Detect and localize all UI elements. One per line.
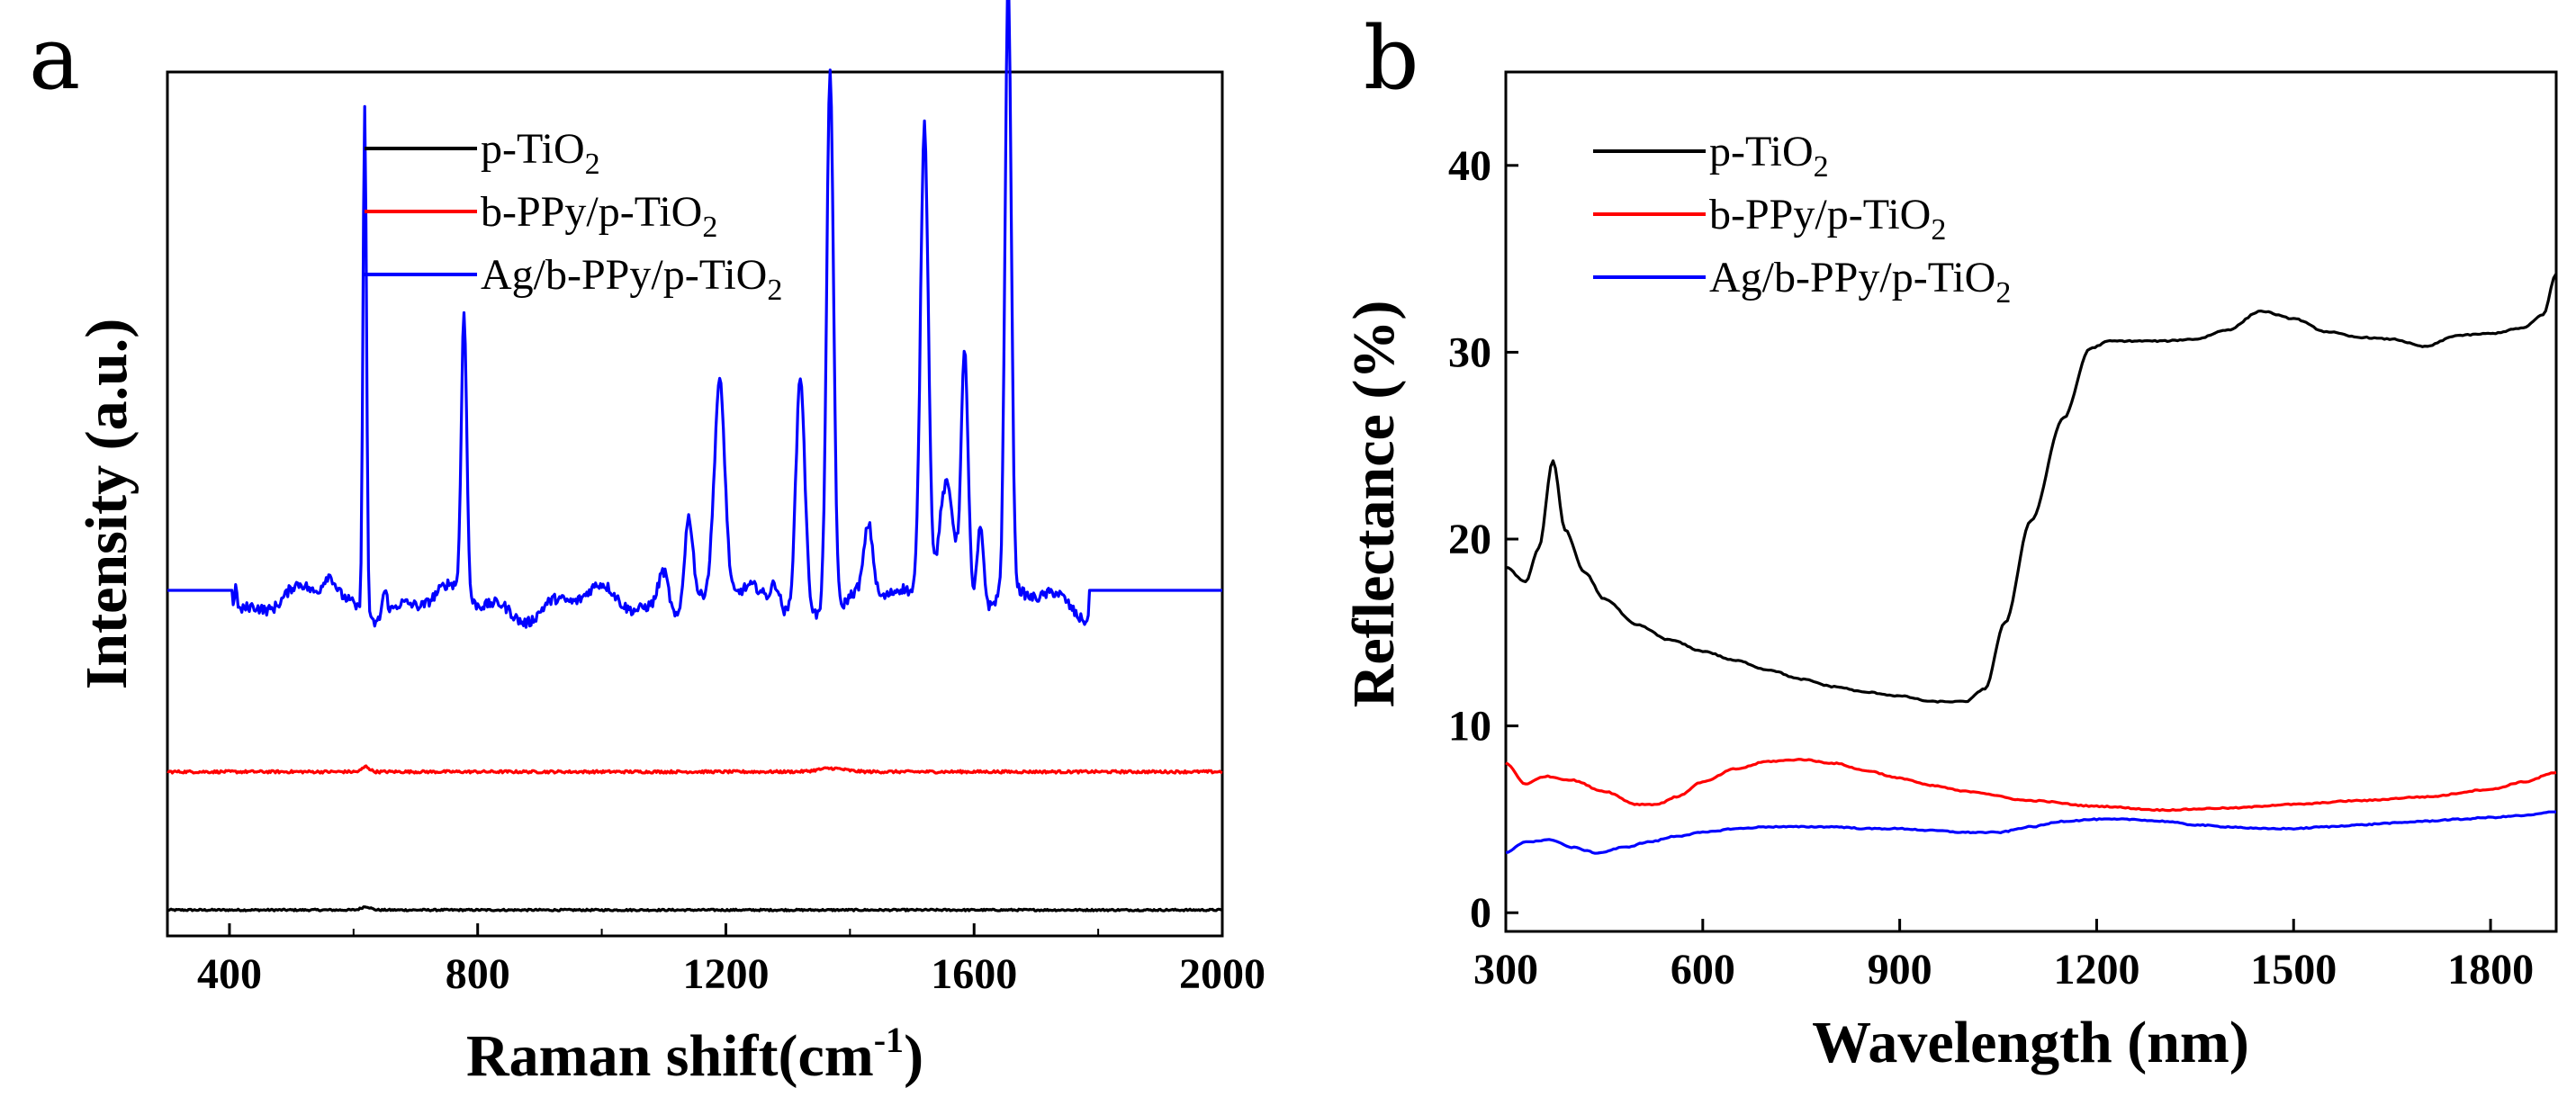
- panel-a-series: [167, 0, 1223, 913]
- panel-b-series-line-0: [1505, 273, 2558, 704]
- panel-b-y-tick-label-2: 20: [1448, 516, 1491, 563]
- panel-a-x-axis-title: Raman shift(cm-1): [466, 1020, 923, 1089]
- panel-b-x-tick-label-3: 1200: [2053, 946, 2139, 994]
- panel-b-y-tick-label-3: 30: [1448, 328, 1491, 376]
- panel-b-y-tick-label-1: 10: [1448, 703, 1491, 751]
- panel-b-x-tick-label-4: 1500: [2250, 946, 2337, 994]
- panel-a-x-axis-title-close: ): [904, 1023, 923, 1089]
- panel-b-series-line-2: [1505, 810, 2557, 855]
- panel-b-x-axis-title: Wavelength (nm): [1812, 1010, 2249, 1075]
- panel-a-legend-label-1: b-PPy/p-TiO2: [481, 188, 717, 244]
- panel-a-x-axis-title-sup: -1: [874, 1020, 904, 1060]
- panel-a-legend-label-2: Ag/b-PPy/p-TiO2: [481, 251, 782, 307]
- panel-b-y-tick-label-0: 0: [1470, 889, 1491, 937]
- panel-a-x-tick-label-0: 400: [197, 950, 262, 998]
- panel-b-plot-frame: [1504, 70, 2558, 933]
- panel-a-x-tick-label-4: 2000: [1179, 950, 1265, 998]
- panel-a-label: a: [29, 8, 80, 109]
- panel-a-legend-label-0: p-TiO2: [481, 125, 600, 181]
- panel-b-x-tick-label-2: 900: [1868, 946, 1932, 994]
- panel-b-legend: p-TiO2 b-PPy/p-TiO2 Ag/b-PPy/p-TiO2: [1593, 128, 2011, 310]
- panel-a-x-axis-title-main: Raman shift(cm: [466, 1023, 874, 1089]
- panel-b-chart: b 300 600 900 1200 1500 1800 0 10 20 30 40 Wavele…: [1341, 8, 2558, 1075]
- panel-b-x-tick-label-1: 600: [1671, 946, 1735, 994]
- panel-b-legend-label-1: b-PPy/p-TiO2: [1709, 191, 1946, 247]
- panel-b-label: b: [1364, 8, 1419, 109]
- panel-a-series-line-2: [167, 0, 1223, 629]
- panel-b-legend-label-2: Ag/b-PPy/p-TiO2: [1709, 254, 2011, 310]
- panel-b-y-ticks: 0 10 20 30 40: [1448, 142, 1518, 937]
- panel-a-y-axis-title: Intensity (a.u.): [74, 319, 140, 690]
- panel-a-x-tick-label-3: 1600: [931, 950, 1017, 998]
- panel-b-legend-label-0: p-TiO2: [1709, 128, 1829, 184]
- panel-b-series-line-1: [1505, 758, 2557, 813]
- panel-b-y-axis-title: Reflectance (%): [1341, 301, 1407, 708]
- panel-b-series: [1505, 273, 2558, 855]
- panel-a-chart: a 400 800 1200 1600 2000 Raman shift(cm-1) I…: [29, 0, 1265, 1089]
- panel-b-x-tick-label-5: 1800: [2447, 946, 2534, 994]
- panel-a-legend: p-TiO2 b-PPy/p-TiO2 Ag/b-PPy/p-TiO2: [365, 125, 782, 307]
- panel-a-x-tick-label-2: 1200: [682, 950, 769, 998]
- panel-a-x-ticks: 400 800 1200 1600 2000: [197, 923, 1265, 998]
- panel-b-x-ticks: 300 600 900 1200 1500 1800: [1473, 919, 2534, 994]
- panel-a-x-tick-label-1: 800: [446, 950, 510, 998]
- panel-a-series-line-0: [167, 905, 1223, 913]
- panel-a-plot-frame: [166, 70, 1224, 938]
- panel-a-series-line-1: [167, 764, 1223, 775]
- panel-b-x-tick-label-0: 300: [1473, 946, 1538, 994]
- panel-b-y-tick-label-4: 40: [1448, 142, 1491, 190]
